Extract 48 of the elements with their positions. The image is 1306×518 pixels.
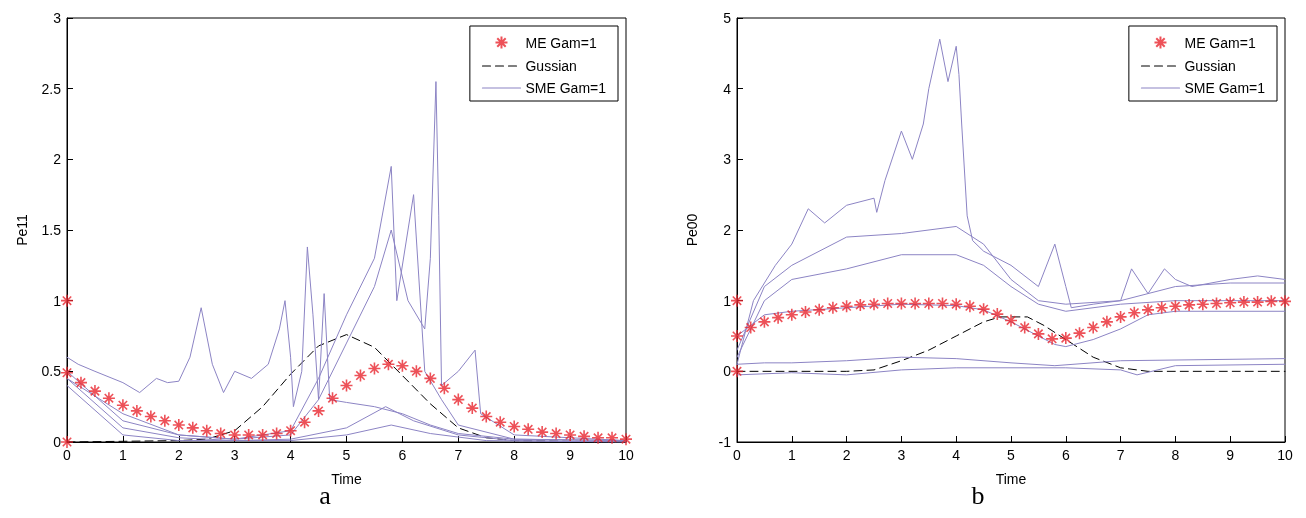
y-tick-label: 5 [723, 10, 732, 26]
x-tick-label: 0 [63, 447, 72, 463]
x-tick-label: 9 [1226, 447, 1235, 463]
x-tick-label: 7 [454, 447, 463, 463]
x-tick-label: 3 [230, 447, 239, 463]
y-tick-label: 0.5 [41, 363, 62, 380]
x-tick-label: 8 [1171, 447, 1180, 463]
y-tick-label: 1 [723, 292, 732, 309]
y-tick-label: 1 [53, 292, 62, 309]
x-tick-label: 2 [174, 447, 183, 463]
x-tick-label: 10 [618, 447, 634, 463]
y-tick-label: 2.5 [41, 80, 62, 97]
legend-label: ME Gam=1 [525, 34, 597, 51]
y-tick-label: -1 [718, 434, 732, 450]
y-tick-label: 2 [723, 222, 732, 238]
x-axis-title: Time [995, 471, 1027, 487]
legend-label: ME Gam=1 [1184, 34, 1256, 51]
y-tick-label: 0 [723, 363, 732, 380]
text: a [319, 480, 332, 510]
x-tick-label: 8 [510, 447, 519, 463]
y-axis-title: Pe00 [684, 213, 700, 247]
x-tick-label: 1 [119, 447, 127, 463]
y-axis-title: Pe11 [14, 213, 30, 246]
x-tick-label: 3 [897, 447, 906, 463]
x-tick-label: 5 [342, 447, 351, 463]
x-axis-title: Time [331, 471, 363, 487]
x-tick-label: 10 [1277, 447, 1293, 463]
x-tick-label: 1 [787, 447, 796, 463]
y-tick-label: 1.5 [41, 222, 62, 238]
x-tick-label: 6 [1061, 447, 1070, 463]
text: b [971, 480, 985, 510]
legend-label: SME Gam=1 [525, 80, 607, 96]
x-tick-label: 4 [952, 447, 961, 463]
y-tick-label: 3 [53, 10, 62, 26]
x-tick-label: 0 [733, 447, 742, 463]
x-tick-label: 4 [286, 447, 295, 463]
x-tick-label: 2 [842, 447, 851, 463]
x-tick-label: 5 [1007, 447, 1016, 463]
legend-label: Gussian [525, 58, 577, 74]
y-tick-label: 2 [53, 151, 62, 168]
y-tick-label: 3 [723, 151, 732, 168]
legend-label: Gussian [1184, 58, 1236, 74]
y-tick-label: 4 [723, 80, 732, 97]
x-tick-label: 9 [566, 447, 575, 463]
y-tick-label: 0 [53, 434, 62, 450]
legend-label: SME Gam=1 [1184, 80, 1266, 96]
x-tick-label: 6 [398, 447, 407, 463]
x-tick-label: 7 [1116, 447, 1125, 463]
